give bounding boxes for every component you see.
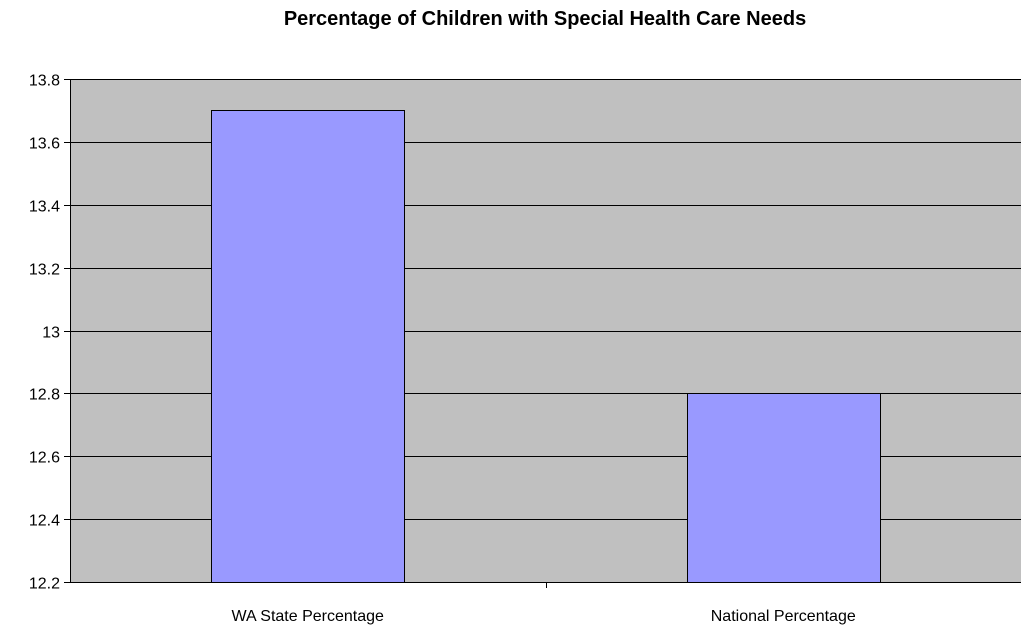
bars [211, 110, 881, 583]
y-tick-label: 13.4 [29, 199, 60, 216]
y-tick-label: 13.2 [29, 262, 60, 279]
y-tick-label: 13 [42, 325, 60, 342]
y-tick-label: 12.8 [29, 387, 60, 404]
axes [64, 79, 1021, 588]
x-category-labels: WA State Percentage National Percentage [232, 608, 856, 625]
y-tick-label: 13.6 [29, 136, 60, 153]
x-category-label: National Percentage [711, 608, 856, 625]
bar [211, 110, 405, 583]
y-tick-label: 12.4 [29, 513, 60, 530]
y-tick-label: 12.2 [29, 576, 60, 593]
bar [687, 393, 881, 583]
y-tick-label: 13.8 [29, 73, 60, 90]
y-tick-labels: 12.2 12.4 12.6 12.8 13 13.2 13.4 13.6 13.8 [29, 73, 60, 593]
y-tick-label: 12.6 [29, 450, 60, 467]
x-category-label: WA State Percentage [232, 608, 384, 625]
chart-title: Percentage of Children with Special Heal… [284, 8, 806, 30]
